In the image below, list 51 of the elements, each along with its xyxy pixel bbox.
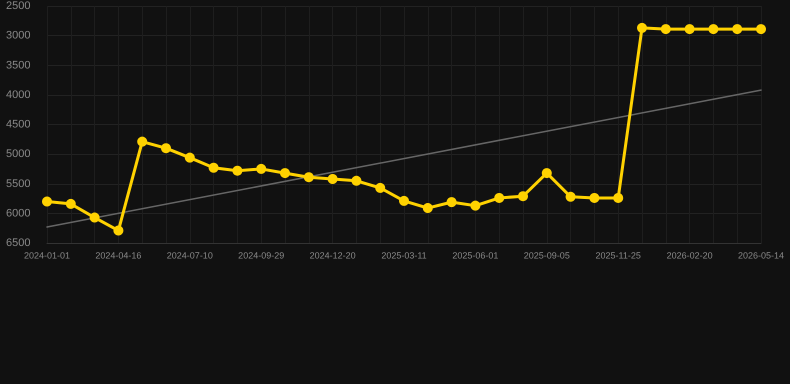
point <box>566 192 576 202</box>
point <box>446 197 457 208</box>
point <box>90 212 100 223</box>
point <box>256 164 266 174</box>
point <box>375 182 386 193</box>
x-tick-label: 2025-11-25 <box>596 250 641 260</box>
point <box>328 174 338 184</box>
y-tick-label: 2500 <box>6 0 30 12</box>
x-tick-label: 2026-05-14 <box>738 250 784 260</box>
x-tick-label: 2024-09-29 <box>238 250 284 260</box>
point <box>113 226 124 236</box>
point <box>66 198 76 209</box>
y-tick-label: 3000 <box>6 30 30 42</box>
point <box>422 203 433 214</box>
point <box>518 191 528 202</box>
point <box>161 143 171 154</box>
x-tick-label: 2026-02-20 <box>666 250 713 260</box>
y-tick-label: 5000 <box>6 148 30 160</box>
x-tick-label: 2024-01-01 <box>24 250 70 260</box>
y-tick-label: 4500 <box>6 118 30 130</box>
point <box>613 192 624 203</box>
y-tick-label: 6500 <box>6 237 30 249</box>
point <box>399 196 409 206</box>
point <box>637 22 647 33</box>
point <box>42 196 52 207</box>
x-tick-label: 2024-07-10 <box>166 250 213 260</box>
x-tick-label: 2025-03-11 <box>381 250 427 260</box>
x-tick-label: 2024-12-20 <box>310 250 356 260</box>
x-tick-label: 2025-09-05 <box>524 250 570 260</box>
point <box>494 192 504 203</box>
point <box>470 200 480 211</box>
point <box>684 24 695 34</box>
point <box>589 192 600 203</box>
point <box>732 24 742 34</box>
x-tick-label: 2024-04-16 <box>95 250 142 260</box>
point <box>756 24 766 34</box>
y-tick-label: 3500 <box>6 59 30 72</box>
y-tick-label: 5500 <box>6 178 30 190</box>
point <box>137 136 148 147</box>
point <box>708 24 718 34</box>
point <box>208 162 219 173</box>
y-tick-label: 4000 <box>6 88 30 101</box>
x-tick-label: 2025-06-01 <box>452 250 498 260</box>
point <box>660 24 671 34</box>
y-tick-label: 6000 <box>6 207 30 220</box>
point <box>351 176 362 186</box>
point <box>304 172 314 182</box>
point <box>280 168 290 178</box>
point <box>232 166 242 176</box>
point <box>542 168 552 178</box>
point <box>184 152 195 163</box>
